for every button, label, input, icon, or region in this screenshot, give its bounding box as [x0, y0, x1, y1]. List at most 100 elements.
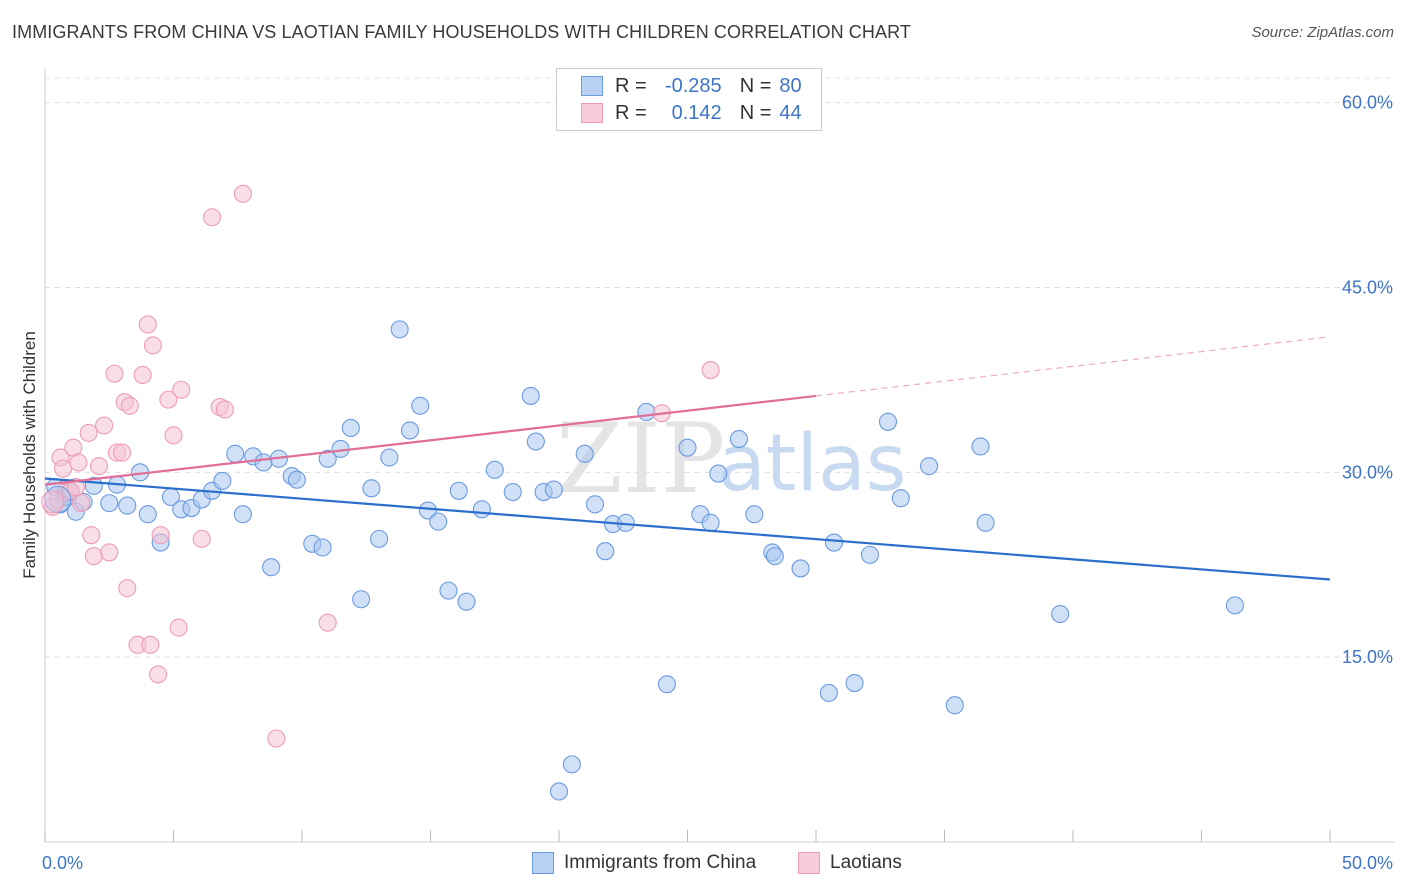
china-point — [544, 480, 563, 499]
china-point — [411, 396, 430, 415]
legend-r-value: -0.285 — [664, 74, 722, 97]
laotian-point — [113, 443, 132, 462]
china-point — [213, 471, 232, 490]
watermark-atlas: atlas — [718, 419, 907, 509]
laotian-point — [233, 184, 252, 203]
china-point — [400, 421, 419, 440]
china-point — [352, 590, 371, 609]
legend-n-value: 44 — [779, 101, 802, 124]
laotian-point — [143, 336, 162, 355]
laotian-trend-line — [44, 394, 817, 486]
series-label-laotians: Laotians — [830, 852, 902, 873]
china-point — [637, 402, 656, 421]
laotian-point — [84, 547, 103, 566]
china-point — [891, 489, 910, 508]
legend-r-label: R = — [615, 101, 647, 124]
axes — [44, 68, 1395, 843]
legend-r-label: R = — [615, 74, 647, 97]
laotian-point — [203, 208, 222, 227]
series-swatch-china — [532, 852, 554, 874]
china-point — [1051, 604, 1070, 624]
china-point — [418, 501, 437, 520]
tick-labels: 60.0% 45.0% 30.0% 15.0% 0.0% 50.0% — [42, 93, 1393, 873]
legend-n-value: 80 — [779, 74, 802, 97]
china-point — [485, 460, 504, 479]
x-tick-label: 50.0% — [1342, 853, 1393, 873]
laotian-point — [89, 457, 109, 476]
china-point — [390, 320, 409, 339]
y-tick-label: 60.0% — [1342, 93, 1393, 113]
laotian-point — [192, 529, 211, 548]
legend-r-value: 0.142 — [671, 101, 722, 124]
china-point — [976, 513, 995, 532]
laotian-point — [66, 478, 85, 497]
china-point — [341, 418, 360, 438]
china-point — [878, 412, 898, 431]
china-point — [457, 592, 476, 611]
laotian-point — [267, 729, 286, 748]
correlation-legend: R = -0.285 N = 80 R = 0.142 N = 44 — [556, 68, 822, 131]
china-point — [819, 683, 838, 702]
laotian-point — [138, 315, 157, 334]
china-point — [765, 547, 784, 566]
laotian-point — [105, 364, 124, 383]
laotian-point — [215, 400, 234, 419]
china-point — [362, 479, 381, 498]
china-point — [472, 500, 491, 519]
china-point — [709, 464, 728, 483]
china-point — [845, 673, 864, 693]
legend-row-china: R = -0.285 N = 80 — [581, 73, 802, 99]
china-point — [971, 437, 990, 456]
laotian-point — [172, 380, 191, 399]
legend-swatch-china — [581, 76, 603, 96]
china-point — [575, 444, 594, 463]
china-point — [562, 755, 581, 774]
china-trend-line — [44, 477, 1331, 581]
x-tick-label: 0.0% — [42, 853, 83, 873]
laotian-point — [41, 490, 65, 514]
laotian-point — [133, 365, 152, 385]
chart-title: IMMIGRANTS FROM CHINA VS LAOTIAN FAMILY … — [12, 22, 911, 42]
legend-n-label: N = — [739, 74, 772, 97]
laotian-point — [149, 665, 168, 684]
china-point — [729, 430, 748, 449]
laotian-point — [79, 423, 98, 442]
laotian-point — [159, 390, 178, 409]
china-point — [745, 505, 764, 524]
china-point — [791, 559, 810, 578]
china-point — [526, 432, 545, 451]
laotian-point — [69, 453, 88, 472]
china-point — [678, 438, 697, 457]
china-point — [920, 457, 939, 476]
y-tick-label: 15.0% — [1342, 647, 1393, 667]
series-legend-china: Immigrants from China — [532, 852, 756, 874]
laotian-trend-line-projection — [815, 336, 1331, 397]
laotian-point — [701, 360, 720, 380]
legend-n-label: N = — [739, 101, 772, 124]
china-point — [429, 512, 448, 531]
laotian-point — [71, 494, 91, 513]
china-point — [596, 542, 615, 561]
data-points — [41, 184, 1244, 801]
china-point — [254, 453, 273, 472]
china-point — [549, 782, 569, 801]
laotian-point — [318, 613, 337, 632]
china-point — [701, 513, 720, 532]
china-point — [945, 696, 964, 715]
china-point — [313, 538, 332, 557]
china-point — [233, 505, 252, 524]
china-point — [439, 581, 458, 600]
y-tick-label: 30.0% — [1342, 462, 1393, 482]
legend-swatch-laotians — [581, 103, 603, 123]
china-point — [521, 386, 540, 405]
laotian-point — [82, 526, 101, 545]
series-legend-laotians: Laotians — [798, 852, 902, 874]
china-point — [585, 495, 605, 514]
trend-lines — [44, 336, 1331, 581]
series-swatch-laotians — [798, 852, 820, 874]
china-point — [100, 494, 119, 513]
legend-row-laotians: R = 0.142 N = 44 — [581, 100, 802, 126]
china-point — [287, 470, 306, 489]
laotian-point — [120, 396, 139, 415]
gridlines — [45, 77, 1395, 658]
